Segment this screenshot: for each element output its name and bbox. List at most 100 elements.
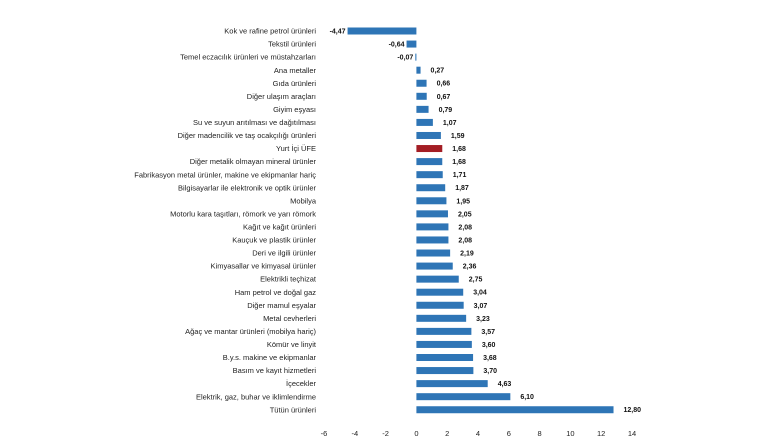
bar — [416, 92, 427, 100]
bar — [416, 158, 443, 166]
category-label: Kağıt ve kağıt ürünleri — [243, 223, 316, 232]
category-label: Ham petrol ve doğal gaz — [235, 288, 317, 297]
value-label: -0,64 — [389, 42, 405, 49]
value-label: 1,95 — [456, 198, 470, 205]
x-tick-label: -2 — [382, 429, 389, 438]
category-label: İçecekler — [286, 379, 317, 388]
bar — [416, 314, 467, 322]
value-label: 12,80 — [624, 407, 642, 414]
category-label: Giyim eşyası — [273, 105, 316, 114]
category-label: Tekstil ürünleri — [268, 40, 316, 49]
bar — [416, 275, 459, 283]
value-label: 3,68 — [483, 355, 497, 362]
x-tick-label: 4 — [476, 429, 480, 438]
value-label: 1,59 — [451, 133, 465, 140]
value-label: 6,10 — [520, 394, 534, 401]
value-label: 2,75 — [469, 277, 483, 284]
value-label: 3,60 — [482, 342, 496, 349]
category-label: Su ve suyun arıtılması ve dağıtılması — [193, 118, 316, 127]
value-labels-group: -4,47 -0,64 -0,07 0,27 0,66 0,67 0,79 1,07 1,59 1… — [330, 29, 642, 415]
category-label: Kok ve rafine petrol ürünleri — [224, 27, 316, 36]
category-label: Basım ve kayıt hizmetleri — [233, 366, 317, 375]
category-label: Diğer metalik olmayan mineral ürünler — [190, 157, 317, 166]
value-label: 2,19 — [460, 251, 474, 258]
category-label: Diğer mamul eşyalar — [247, 301, 316, 310]
bar — [416, 406, 614, 414]
category-label: Fabrikasyon metal ürünler, makine ve eki… — [134, 170, 316, 179]
category-label: Kömür ve linyit — [267, 340, 317, 349]
value-label: 1,68 — [452, 146, 466, 153]
x-tick-label: 8 — [538, 429, 542, 438]
bar — [416, 340, 472, 348]
category-label: Ağaç ve mantar ürünleri (mobilya hariç) — [185, 327, 316, 336]
value-label: 3,70 — [483, 368, 497, 375]
category-label: Metal cevherleri — [263, 314, 316, 323]
x-axis-ticks-group: -6 -4 -2 0 2 4 6 8 10 12 14 — [321, 429, 637, 438]
bar — [416, 197, 447, 205]
bar — [416, 171, 443, 179]
value-label: 0,27 — [431, 68, 445, 75]
bar — [416, 66, 421, 74]
bar — [416, 249, 451, 257]
x-tick-label: -6 — [321, 429, 328, 438]
category-label: Motorlu kara taşıtları, römork ve yarı r… — [170, 209, 316, 218]
x-tick-label: 6 — [507, 429, 511, 438]
x-tick-label: 12 — [597, 429, 605, 438]
category-label: Temel eczacılık ürünleri ve müstahzarlar… — [180, 53, 316, 62]
value-label: 1,87 — [455, 185, 469, 192]
bar — [416, 380, 488, 388]
x-tick-label: 2 — [445, 429, 449, 438]
x-tick-label: 14 — [628, 429, 636, 438]
bar — [416, 145, 443, 153]
value-label: 2,08 — [458, 237, 472, 244]
value-label: 0,79 — [439, 107, 453, 114]
category-label: Diğer ulaşım araçları — [247, 92, 316, 101]
bar — [416, 367, 474, 375]
category-label: Diğer madencilik ve taş ocakçılığı ürünl… — [178, 131, 317, 140]
category-labels-group: Kok ve rafine petrol ürünleri Tekstil ürü… — [134, 27, 317, 415]
category-label: Ana metaller — [274, 66, 317, 75]
value-label: 2,05 — [458, 211, 472, 218]
bars-group — [347, 27, 614, 414]
category-label: Elektrik, gaz, buhar ve iklimlendirme — [196, 392, 316, 401]
bar — [406, 40, 417, 48]
bar — [416, 236, 449, 244]
value-label: -0,07 — [397, 55, 413, 62]
value-label: 1,07 — [443, 120, 457, 127]
bar — [416, 262, 453, 270]
x-tick-label: 10 — [566, 429, 574, 438]
value-label: 2,08 — [458, 224, 472, 231]
bar — [416, 327, 472, 335]
bar — [416, 79, 427, 87]
bar — [416, 354, 474, 361]
bar — [416, 184, 446, 192]
bar — [347, 27, 417, 35]
bar — [416, 118, 433, 126]
bar — [416, 393, 511, 401]
value-label: 4,63 — [498, 381, 512, 388]
bar — [415, 53, 417, 61]
value-label: 3,23 — [476, 316, 490, 323]
value-label: 1,68 — [452, 159, 466, 166]
value-label: 0,67 — [437, 94, 451, 101]
category-label: Deri ve ilgili ürünler — [252, 249, 316, 258]
value-label: 1,71 — [453, 172, 467, 179]
bar — [416, 210, 448, 218]
category-label: Mobilya — [290, 196, 317, 205]
category-label: Tütün ürünleri — [270, 405, 317, 414]
bar — [416, 288, 464, 296]
category-label: Gıda ürünleri — [273, 79, 317, 88]
category-label: B.y.s. makine ve ekipmanlar — [223, 353, 317, 362]
category-label: Elektrikli teçhizat — [260, 275, 317, 284]
value-label: 3,57 — [481, 329, 495, 336]
x-tick-label: -4 — [351, 429, 358, 438]
category-label: Kauçuk ve plastik ürünler — [232, 236, 316, 245]
bar — [416, 131, 441, 139]
value-label: 3,04 — [473, 290, 487, 297]
category-label: Kimyasallar ve kimyasal ürünler — [211, 262, 317, 271]
category-label: Yurt İçi ÜFE — [276, 144, 316, 153]
bar — [416, 301, 464, 309]
value-label: 2,36 — [463, 264, 477, 271]
category-label: Bilgisayarlar ile elektronik ve optik ür… — [178, 183, 316, 192]
